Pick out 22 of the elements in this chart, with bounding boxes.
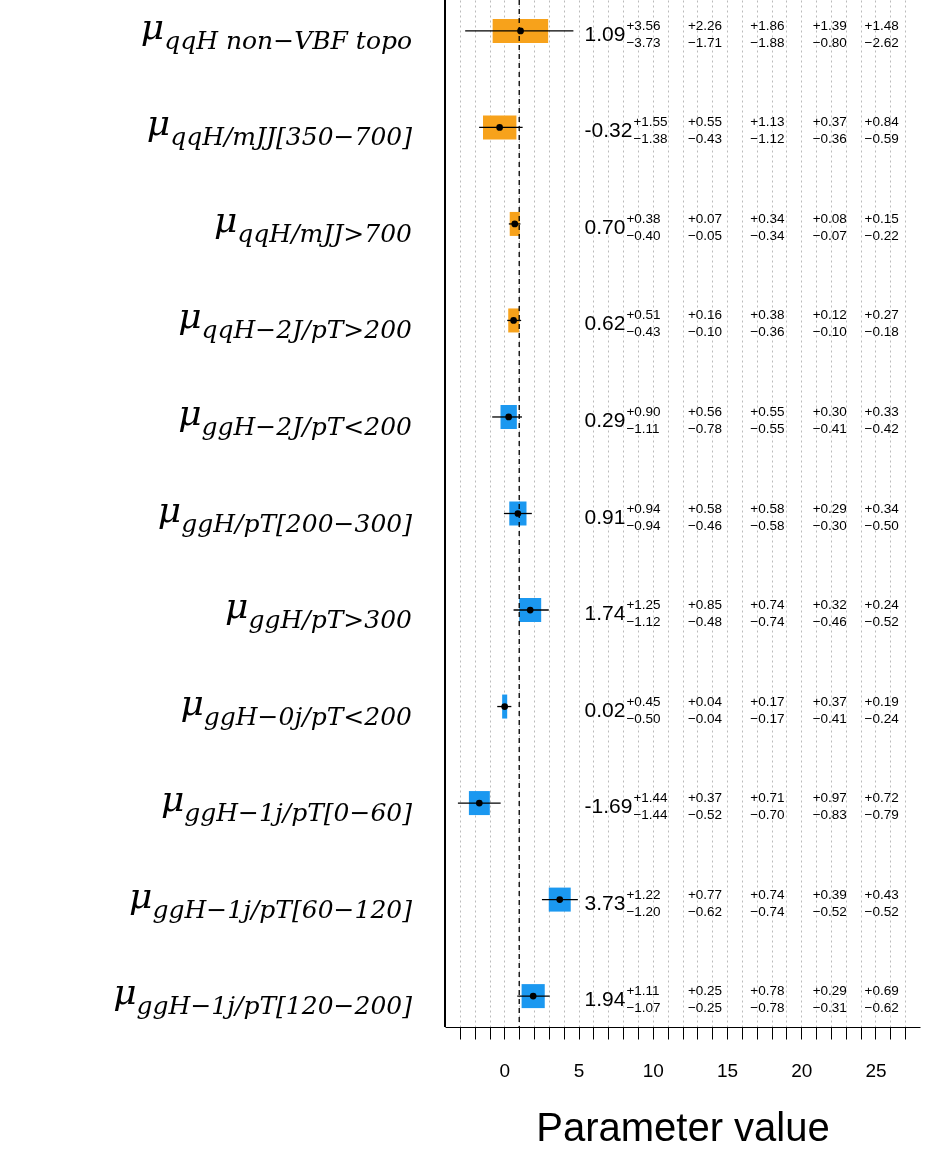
x-tick-label: 10 (642, 1059, 664, 1081)
y-tick-label: μ$_{ggH−1j/pT[120−200]}$ (113, 971, 412, 1021)
point (517, 27, 524, 35)
y-tick-label: μ$_{ggH−1j/pT[0−60]}$ (160, 778, 412, 828)
y-tick-label: μ$_{qqH non−VBF topo}$ (140, 6, 412, 56)
y-tick-label: μ$_{ggH−2J/pT<200}$ (178, 392, 412, 442)
x-tick-label: 5 (573, 1059, 585, 1081)
x-tick-label: 0 (499, 1059, 511, 1081)
x-tick-label: 25 (865, 1059, 887, 1081)
point (496, 124, 503, 131)
point (501, 703, 509, 710)
x-tick-label: 15 (716, 1059, 739, 1081)
y-tick-label: μ$_{ggH/pT[200−300]}$ (157, 488, 412, 538)
y-tick-label: μ$_{ggH/pT>300}$ (225, 585, 412, 635)
y-tick-label: μ$_{ggH−1j/pT[60−120]}$ (129, 874, 412, 924)
y-tick-label: μ$_{ggH−0j/pT<200}$ (180, 681, 412, 731)
x-tick-label: 20 (791, 1059, 813, 1081)
y-tick-label: μ$_{qqH/mJJ>700}$ (213, 199, 412, 249)
y-tick-label: μ$_{qqH−2J/pT>200}$ (178, 295, 412, 345)
x-axis-title: Parameter value (536, 1104, 830, 1149)
bar (483, 115, 517, 140)
y-tick-label: μ$_{qqH/mJJ[350−700]}$ (146, 102, 412, 152)
